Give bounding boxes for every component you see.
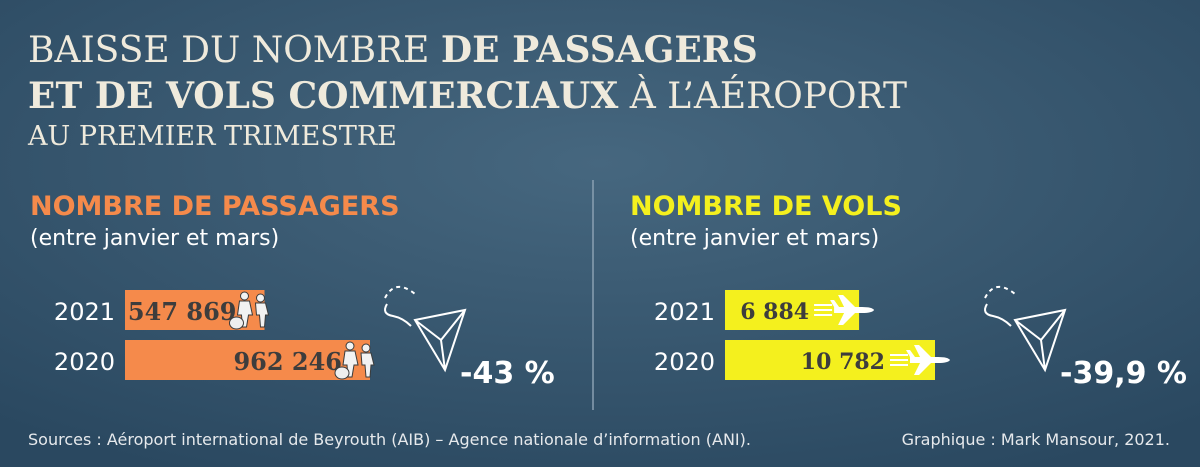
chart-title: NOMBRE DE PASSAGERS xyxy=(30,191,400,222)
plane-icon xyxy=(814,295,875,325)
icon-part xyxy=(984,286,1016,299)
category-label: 2020 xyxy=(54,348,115,376)
title-part: DE PASSAGERS xyxy=(441,29,758,71)
paper-plane-icon xyxy=(384,286,467,373)
icon-part xyxy=(984,303,1012,327)
bar xyxy=(125,340,370,380)
sources: Sources : Aéroport international de Beyr… xyxy=(28,430,751,449)
icon-part xyxy=(1013,308,1067,373)
icon-part xyxy=(254,302,270,328)
icon-part xyxy=(239,291,249,301)
category-label: 2021 xyxy=(654,298,715,326)
icon-part xyxy=(830,295,875,325)
annotation: -43 % xyxy=(460,356,555,391)
paper-plane-icon xyxy=(984,286,1067,373)
category-label: 2020 xyxy=(654,348,715,376)
speed-line xyxy=(814,314,833,316)
title-part: À L’AÉROPORT xyxy=(629,75,907,117)
category-label: 2021 xyxy=(54,298,115,326)
plane-icon xyxy=(890,345,950,375)
people-icon xyxy=(334,341,375,380)
icon-part xyxy=(342,350,359,378)
icon-part xyxy=(413,308,467,373)
icon-part xyxy=(360,352,375,378)
speed-line xyxy=(890,354,908,356)
title-line-2: ET DE VOLS COMMERCIAUX À L’AÉROPORT xyxy=(28,75,907,117)
icon-part xyxy=(384,303,412,327)
title-part: BAISSE DU NOMBRE xyxy=(28,30,429,71)
speed-line xyxy=(890,359,908,361)
icon-part xyxy=(236,300,254,328)
speed-line xyxy=(814,309,833,311)
subtitle: AU PREMIER TRIMESTRE xyxy=(27,121,397,152)
icon-part xyxy=(384,286,416,299)
speed-line xyxy=(890,364,908,366)
icon-part xyxy=(255,293,265,303)
icon-part xyxy=(906,345,950,375)
value-label: 547 869 xyxy=(128,297,237,326)
icon-part xyxy=(361,343,371,353)
chart-subtitle: (entre janvier et mars) xyxy=(630,226,879,251)
icon-part xyxy=(345,341,355,351)
icon-part xyxy=(334,366,350,380)
title-line-1: BAISSE DU NOMBRE DE PASSAGERS xyxy=(28,29,758,71)
people-icon xyxy=(228,291,270,330)
value-label: 10 782 xyxy=(801,349,885,375)
title-part: ET DE VOLS COMMERCIAUX xyxy=(28,75,618,117)
chart-title: NOMBRE DE VOLS xyxy=(630,191,902,222)
chart-subtitle: (entre janvier et mars) xyxy=(30,226,279,251)
speed-line xyxy=(814,304,833,306)
value-label: 6 884 xyxy=(740,299,809,325)
annotation: -39,9 % xyxy=(1060,356,1187,391)
value-label: 962 246 xyxy=(233,347,342,376)
icon-part xyxy=(228,316,244,330)
credit: Graphique : Mark Mansour, 2021. xyxy=(902,430,1170,449)
